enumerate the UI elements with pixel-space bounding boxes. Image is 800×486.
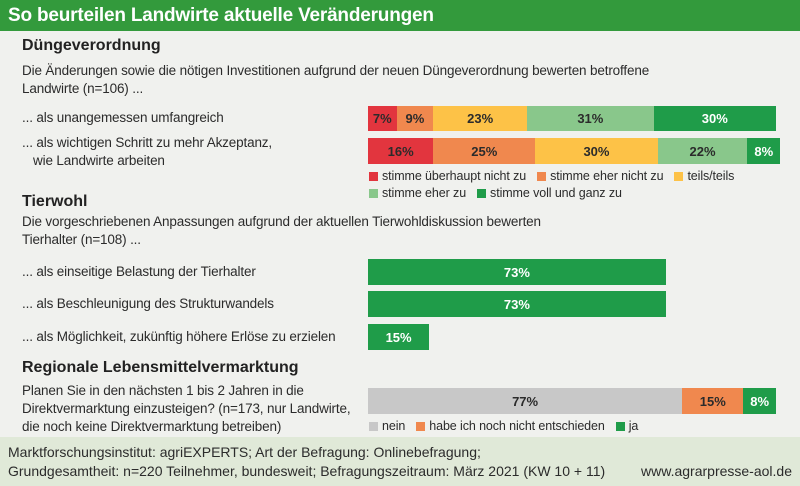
- data-label: 7%: [372, 111, 392, 126]
- footer-sample-line: Grundgesamtheit: n=220 Teilnehmer, bunde…: [8, 463, 606, 479]
- category-label: wie Landwirte arbeiten: [33, 153, 165, 168]
- bar-segment: 25%: [433, 138, 536, 164]
- bar-segment: 8%: [743, 388, 776, 414]
- data-label: 77%: [512, 393, 539, 409]
- section-intro-line: Die vorgeschriebenen Anpassungen aufgrun…: [22, 214, 541, 229]
- data-label: 15%: [699, 393, 726, 409]
- legend-swatch: [674, 172, 684, 181]
- legend-label: habe ich noch nicht entschieden: [429, 419, 605, 433]
- data-label: 30%: [701, 111, 728, 126]
- footer-source-line: Marktforschungsinstitut: agriEXPERTS; Ar…: [8, 444, 481, 460]
- legend: nein habe ich noch nicht entschieden ja: [369, 418, 638, 435]
- legend-item: stimme eher nicht zu: [537, 168, 664, 185]
- legend-label: teils/teils: [687, 169, 735, 183]
- bar-segment: 15%: [682, 388, 744, 414]
- legend-swatch: [615, 422, 625, 431]
- category-label: ... als wichtigen Schritt zu mehr Akzept…: [22, 135, 273, 150]
- section-intro-line: Landwirte (n=106) ...: [22, 81, 144, 96]
- category-label: Direktvermarktung einzusteigen? (n=173, …: [22, 401, 351, 416]
- bar: 15%: [368, 324, 430, 350]
- data-label: 30%: [583, 143, 610, 159]
- bar: 73%: [368, 291, 666, 317]
- legend-label: stimme eher zu: [382, 186, 467, 200]
- bar-segment: 8%: [747, 138, 781, 164]
- data-label: 9%: [405, 111, 425, 126]
- legend-swatch: [369, 422, 378, 431]
- data-label: 8%: [750, 393, 770, 409]
- bar-segment: 9%: [396, 106, 434, 131]
- data-label: 31%: [577, 111, 604, 126]
- bar-segment: 31%: [527, 106, 654, 131]
- data-label: 8%: [754, 143, 774, 159]
- legend-swatch: [477, 189, 487, 198]
- legend-swatch: [416, 422, 426, 431]
- footer-url: www.agrarpresse-aol.de: [641, 463, 792, 479]
- category-label: ... als Beschleunigung des Strukturwande…: [22, 296, 274, 311]
- legend-swatch: [369, 172, 378, 181]
- legend-item: nein: [369, 418, 405, 435]
- section-intro-line: Die Änderungen sowie die nötigen Investi…: [22, 63, 650, 78]
- legend-label: nein: [382, 419, 406, 433]
- legend: stimme eher zu stimme voll und ganz zu: [369, 185, 622, 202]
- bar-segment: 77%: [368, 388, 683, 414]
- legend-label: stimme eher nicht zu: [550, 169, 664, 183]
- legend-item: ja: [615, 418, 639, 435]
- data-label: 16%: [387, 143, 414, 159]
- bar-segment: 16%: [368, 138, 434, 164]
- data-label: 25%: [471, 143, 498, 159]
- legend-item: habe ich noch nicht entschieden: [416, 418, 605, 435]
- section-intro-line: Tierhalter (n=108) ...: [22, 232, 141, 247]
- category-label: ... als unangemessen umfangreich: [22, 110, 224, 125]
- legend-item: stimme voll und ganz zu: [477, 185, 622, 202]
- legend-swatch: [537, 172, 547, 181]
- data-label: 73%: [503, 264, 530, 280]
- category-label: ... als einseitige Belastung der Tierhal…: [22, 264, 256, 279]
- legend-item: stimme überhaupt nicht zu: [369, 168, 526, 185]
- category-label: Planen Sie in den nächsten 1 bis 2 Jahre…: [22, 383, 304, 398]
- legend-item: stimme eher zu: [369, 185, 466, 202]
- bar: 73%: [368, 259, 666, 285]
- data-label: 22%: [689, 143, 716, 159]
- section-title-regionale-vermarktung: Regionale Lebensmittelvermarktung: [22, 359, 299, 376]
- legend-item: teils/teils: [674, 168, 734, 185]
- legend-swatch: [369, 189, 378, 198]
- data-label: 23%: [467, 111, 494, 126]
- bar-segment: 7%: [368, 106, 397, 131]
- bar-segment: 22%: [657, 138, 748, 164]
- data-label: 73%: [503, 296, 530, 312]
- legend: stimme überhaupt nicht zu stimme eher nic…: [369, 168, 734, 185]
- bar-segment: 23%: [433, 106, 528, 131]
- category-label: die noch keine Direktvermarktung betreib…: [22, 419, 282, 434]
- data-label: 15%: [385, 329, 412, 345]
- header-bar: So beurteilen Landwirte aktuelle Verände…: [0, 0, 800, 31]
- legend-label: stimme überhaupt nicht zu: [382, 169, 527, 183]
- section-title-tierwohl: Tierwohl: [22, 193, 88, 210]
- legend-label: stimme voll und ganz zu: [490, 186, 622, 200]
- category-label: ... als Möglichkeit, zukünftig höhere Er…: [22, 329, 336, 344]
- bar-segment: 30%: [653, 106, 776, 131]
- legend-label: ja: [628, 419, 639, 433]
- section-title-duengeverordnung: Düngeverordnung: [22, 37, 161, 54]
- footer: Marktforschungsinstitut: agriEXPERTS; Ar…: [0, 437, 800, 486]
- page-title: So beurteilen Landwirte aktuelle Verände…: [8, 5, 434, 26]
- bar-segment: 30%: [535, 138, 658, 164]
